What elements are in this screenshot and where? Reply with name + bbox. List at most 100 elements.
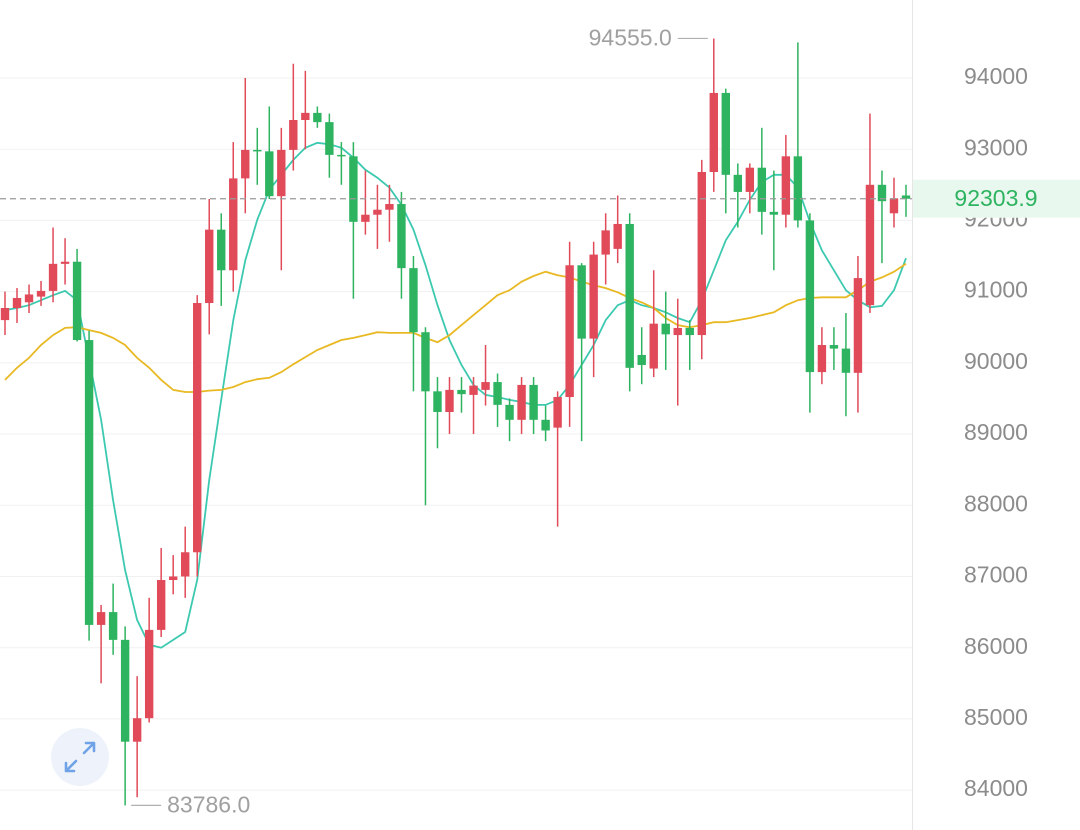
candle-body [721,92,730,175]
candle-body [781,156,791,215]
candle-body [805,220,815,373]
candle-body [745,167,755,192]
candle-body [697,171,706,336]
candle-body [433,391,442,412]
y-tick-label: 85000 [964,704,1028,730]
candle-body [168,576,178,581]
ma-line [4,263,907,393]
candle-body [84,340,94,625]
candle-body [205,229,214,304]
candle-body [709,92,718,172]
candle-body [253,149,262,152]
candle-body [865,184,875,306]
candle-body [217,229,226,271]
candle-body [601,230,610,255]
y-tick-label: 84000 [964,775,1028,801]
candle-body [409,268,418,333]
y-tick-label: 94000 [964,63,1028,89]
candle-body [265,151,274,197]
candle-body [48,263,58,291]
candle-body [769,211,779,215]
candle-body [445,389,454,412]
last-price-label: 92303.9 [954,185,1037,211]
candle-body [841,348,851,373]
candle-body [193,303,202,553]
ma-line [4,141,907,649]
candle-body [120,639,130,742]
candle-body [72,261,82,341]
candle-body [108,612,118,640]
expand-button-bg [51,728,109,786]
candle-body [60,261,70,264]
candle-body [457,389,466,395]
candle-body [385,204,394,210]
candle-body [613,223,622,249]
low-marker-label: 83786.0 [167,791,250,817]
ma-lines [4,141,907,649]
candle-body [337,154,346,157]
y-tick-label: 91000 [964,277,1028,303]
candle-body [757,167,767,212]
candle-body [0,308,10,321]
candle-body [517,384,526,420]
candle-body [241,149,250,179]
candle-body [685,327,694,336]
expand-icon [64,741,96,773]
last-price-box [913,179,1080,218]
y-tick-label: 89000 [964,419,1028,445]
candle-body [469,385,478,395]
candle-body [589,254,598,339]
candle-body [289,119,298,150]
grid: 84000 85000 86000 87000 88000 89000 90000 91000… [0,63,1028,801]
candle-body [313,112,322,123]
candle-body [132,718,142,742]
candle-body [565,265,574,398]
candle-body [229,178,238,271]
candle-body [577,265,586,339]
candle-body [493,382,502,405]
candle-body [853,278,863,373]
candle-body [829,345,839,349]
candle-body [421,332,430,392]
candle-body [96,612,106,625]
candle-body [901,195,911,199]
y-tick-label: 87000 [964,562,1028,588]
candle-body [24,294,34,303]
candle-body [277,149,286,197]
candle-body [156,580,166,630]
candle-body [301,112,310,120]
y-tick-label: 93000 [964,134,1028,160]
high-marker-label: 94555.0 [589,25,672,51]
candle-body [397,204,406,269]
candle-body [325,122,334,155]
candle-body [529,384,538,420]
candle-body [505,404,514,420]
candle-body [733,174,743,192]
candle-body [36,290,46,297]
candle-body [373,209,382,215]
candle-body [877,184,887,202]
candle-body [349,156,358,222]
candle-body [144,629,154,719]
candle-body [181,552,190,577]
candle-body [793,156,803,221]
candle-body [361,214,370,222]
candle-body [625,223,634,368]
candle-body [649,323,658,369]
expand-button[interactable] [51,728,109,786]
candle-body [541,419,550,431]
candle-body [817,345,827,373]
candle-body [889,198,899,214]
candle-body [637,355,646,365]
y-tick-label: 86000 [964,633,1028,659]
candles [0,38,911,806]
candle-body [553,397,562,428]
candle-body [481,382,490,390]
candle-body [12,298,22,309]
candle-body [673,327,682,336]
overlay: 92303.9 94555.0 83786.0 [0,25,1080,817]
y-tick-label: 88000 [964,490,1028,516]
y-tick-label: 90000 [964,348,1028,374]
